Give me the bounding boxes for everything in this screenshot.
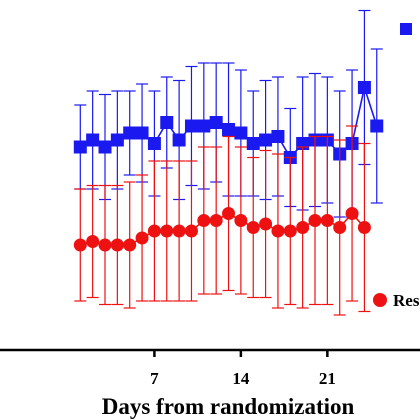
data-point xyxy=(98,140,112,154)
data-point xyxy=(234,214,248,227)
x-tick-label: 21 xyxy=(319,369,336,388)
data-point xyxy=(123,238,137,252)
data-point xyxy=(357,81,371,94)
data-point xyxy=(135,231,149,245)
data-point xyxy=(333,221,347,234)
data-point xyxy=(110,133,124,147)
legend-marker xyxy=(400,23,412,35)
data-point xyxy=(259,133,273,147)
data-point xyxy=(135,126,149,140)
data-point xyxy=(110,238,124,252)
ticks-layer: 7 14 21 xyxy=(150,350,336,388)
data-point xyxy=(259,217,273,231)
data-point xyxy=(222,207,236,220)
data-point xyxy=(184,119,198,133)
data-point xyxy=(209,214,223,227)
data-point xyxy=(73,140,87,154)
data-point xyxy=(123,126,137,140)
data-point xyxy=(271,224,285,238)
legend-marker xyxy=(373,293,387,307)
data-point xyxy=(296,221,310,234)
series-layer xyxy=(73,9,384,316)
data-point xyxy=(357,221,371,234)
data-point xyxy=(86,235,100,248)
data-point xyxy=(184,224,198,238)
data-point xyxy=(197,119,211,133)
data-point xyxy=(308,214,322,227)
data-point xyxy=(246,137,260,150)
data-point xyxy=(73,238,87,252)
legend: Res xyxy=(373,23,420,310)
data-point xyxy=(246,221,260,234)
data-point xyxy=(160,224,174,238)
data-point xyxy=(271,130,285,143)
data-point xyxy=(320,214,334,227)
data-point xyxy=(172,224,186,238)
data-point xyxy=(197,214,211,227)
x-tick-label: 14 xyxy=(232,369,250,388)
data-point xyxy=(209,116,223,129)
data-point xyxy=(160,116,174,129)
data-point xyxy=(98,238,112,252)
data-point xyxy=(147,137,161,150)
data-point xyxy=(86,133,100,147)
series-group xyxy=(73,125,371,316)
data-point xyxy=(172,133,186,147)
data-point xyxy=(345,207,359,220)
data-point xyxy=(370,119,384,133)
x-axis-title: Days from randomization xyxy=(102,394,355,419)
data-point xyxy=(234,126,248,140)
legend-label: Res xyxy=(393,291,420,310)
data-point xyxy=(283,224,297,238)
x-tick-label: 7 xyxy=(150,369,159,388)
data-point xyxy=(222,123,236,136)
data-point xyxy=(147,224,161,238)
